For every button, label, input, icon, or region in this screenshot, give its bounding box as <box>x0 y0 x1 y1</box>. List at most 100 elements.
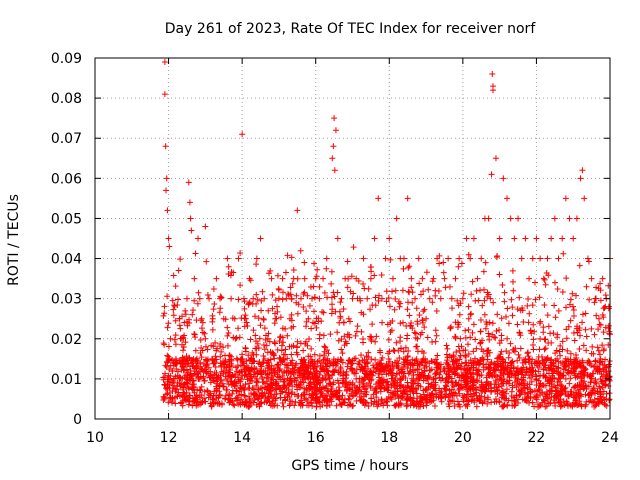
data-point <box>360 280 367 287</box>
data-point <box>372 356 379 363</box>
data-point <box>470 376 477 383</box>
data-point <box>308 400 315 407</box>
data-point <box>453 392 460 399</box>
data-point <box>431 402 438 409</box>
data-point <box>190 377 197 384</box>
data-point <box>364 295 371 302</box>
data-point <box>234 356 241 363</box>
data-point <box>179 341 186 348</box>
data-point <box>465 315 472 322</box>
data-point <box>485 215 492 222</box>
data-point <box>169 388 176 395</box>
data-point <box>329 301 336 308</box>
data-point <box>228 295 235 302</box>
data-point <box>302 375 309 382</box>
data-point <box>312 275 319 282</box>
data-point <box>589 343 596 350</box>
data-point <box>209 375 216 382</box>
data-point <box>532 296 539 303</box>
data-point <box>236 369 243 376</box>
data-point <box>376 292 383 299</box>
data-point <box>419 275 426 282</box>
data-point <box>458 343 465 350</box>
data-point <box>160 393 167 400</box>
data-point <box>492 388 499 395</box>
data-point <box>260 353 267 360</box>
data-point <box>259 379 266 386</box>
data-point <box>316 283 323 290</box>
data-point <box>348 273 355 280</box>
data-point <box>343 387 350 394</box>
data-point <box>442 284 449 291</box>
data-point <box>346 396 353 403</box>
x-tick-label: 20 <box>454 430 472 446</box>
data-point <box>344 284 351 291</box>
data-point <box>187 215 194 222</box>
data-point <box>410 389 417 396</box>
data-point <box>570 303 577 310</box>
data-point <box>396 383 403 390</box>
data-point <box>331 167 338 174</box>
data-point <box>421 362 428 369</box>
data-point <box>313 373 320 380</box>
data-point <box>413 358 420 365</box>
data-point <box>506 369 513 376</box>
data-point <box>280 403 287 410</box>
data-point <box>218 348 225 355</box>
data-point <box>445 362 452 369</box>
data-point <box>595 367 602 374</box>
data-point <box>541 398 548 405</box>
data-point <box>406 263 413 270</box>
data-point <box>332 127 339 134</box>
data-point <box>427 392 434 399</box>
data-point <box>373 366 380 373</box>
data-point <box>286 375 293 382</box>
data-point <box>297 340 304 347</box>
data-point <box>423 269 430 276</box>
data-point <box>582 382 589 389</box>
data-point <box>194 370 201 377</box>
data-point <box>231 379 238 386</box>
data-point <box>327 381 334 388</box>
y-tick-label: 0.01 <box>51 372 82 388</box>
data-point <box>573 363 580 370</box>
data-point <box>177 375 184 382</box>
data-point <box>475 368 482 375</box>
data-point <box>323 265 330 272</box>
data-point <box>243 358 250 365</box>
data-point <box>469 377 476 384</box>
data-point <box>272 340 279 347</box>
data-point <box>372 368 379 375</box>
data-point <box>340 319 347 326</box>
data-point <box>396 303 403 310</box>
data-point <box>279 296 286 303</box>
data-point <box>212 363 219 370</box>
data-point <box>193 392 200 399</box>
data-point <box>486 336 493 343</box>
data-point <box>476 392 483 399</box>
data-point <box>400 265 407 272</box>
data-point <box>455 381 462 388</box>
data-point <box>599 358 606 365</box>
data-point <box>442 394 449 401</box>
data-point <box>191 297 198 304</box>
data-point <box>549 374 556 381</box>
data-point <box>489 320 496 327</box>
data-point <box>452 275 459 282</box>
data-point <box>320 309 327 316</box>
data-point <box>479 302 486 309</box>
data-point <box>592 367 599 374</box>
data-point <box>531 279 538 286</box>
data-point <box>360 399 367 406</box>
data-point <box>394 362 401 369</box>
data-point <box>444 357 451 364</box>
data-point <box>451 361 458 368</box>
data-point <box>501 367 508 374</box>
data-point <box>545 272 552 279</box>
data-point <box>201 377 208 384</box>
data-point <box>260 368 267 375</box>
data-point <box>568 392 575 399</box>
data-point <box>288 296 295 303</box>
data-point <box>242 315 249 322</box>
data-point <box>185 360 192 367</box>
